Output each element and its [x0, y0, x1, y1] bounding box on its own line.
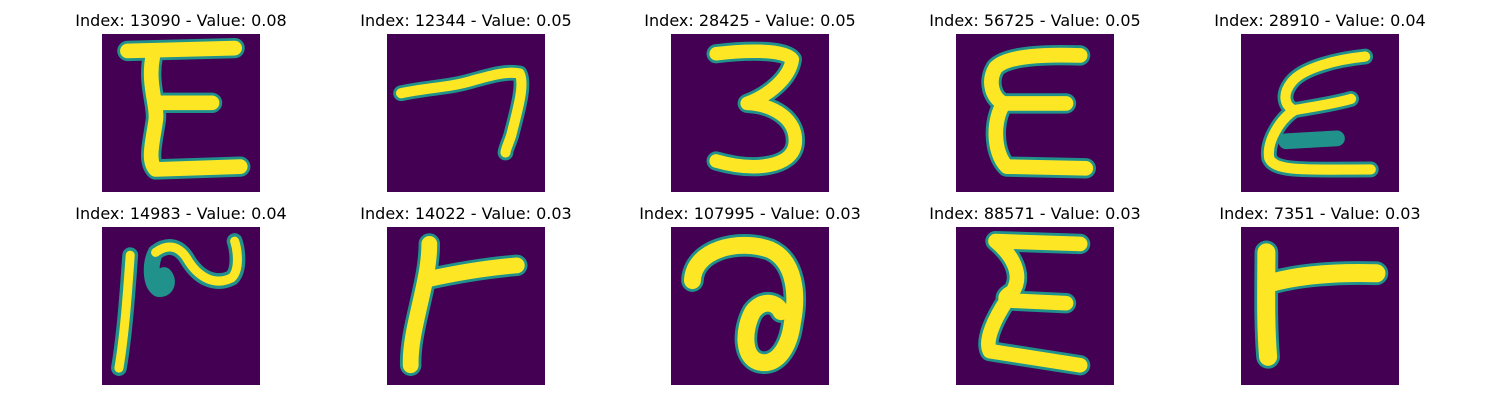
digit-image: [671, 34, 829, 192]
digit-image: [671, 227, 829, 385]
panel-title: Index: 14983 - Value: 0.04: [75, 204, 287, 223]
panel-title: Index: 107995 - Value: 0.03: [639, 204, 861, 223]
digit-image: [102, 227, 260, 385]
digit-image: [102, 34, 260, 192]
digit-image: [1241, 34, 1399, 192]
panel-title: Index: 56725 - Value: 0.05: [929, 11, 1141, 30]
digit-image: [1241, 227, 1399, 385]
panel-title: Index: 28425 - Value: 0.05: [644, 11, 856, 30]
digit-image: [387, 227, 545, 385]
panel-title: Index: 88571 - Value: 0.03: [929, 204, 1141, 223]
panel-title: Index: 14022 - Value: 0.03: [360, 204, 572, 223]
panel-title: Index: 12344 - Value: 0.05: [360, 11, 572, 30]
panel-title: Index: 13090 - Value: 0.08: [75, 11, 287, 30]
digit-image: [387, 34, 545, 192]
panel-title: Index: 28910 - Value: 0.04: [1214, 11, 1426, 30]
digit-image: [956, 34, 1114, 192]
digit-image: [956, 227, 1114, 385]
panel-title: Index: 7351 - Value: 0.03: [1219, 204, 1421, 223]
